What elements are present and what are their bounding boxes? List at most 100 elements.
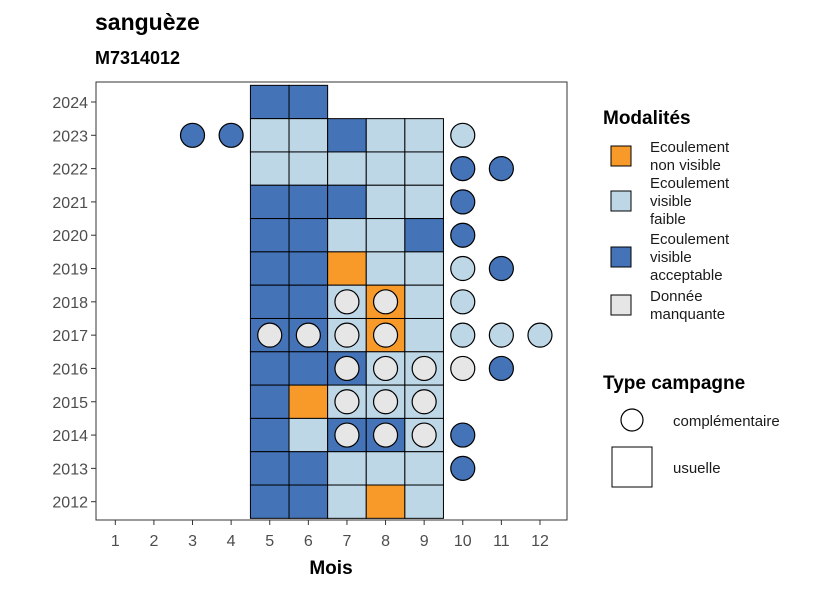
- legend-key-donnee_manquante: [610, 294, 632, 316]
- legend-title-modalites: Modalités: [603, 108, 691, 129]
- circle-2019-11: [488, 255, 514, 282]
- square-2017-9: [404, 317, 444, 353]
- circle-2014-9: [411, 422, 437, 448]
- square-2023-6: [288, 118, 329, 153]
- square-2012-8: [365, 484, 406, 519]
- y-tick-label: 2015: [52, 395, 88, 412]
- legend-label-ecoulement_visible_acceptable: visible: [650, 249, 692, 266]
- legend-key-square: [611, 446, 653, 488]
- circle-2016-8: [372, 355, 399, 382]
- x-tick-label: 2: [149, 533, 158, 550]
- legend-label-ecoulement_visible_faible: Ecoulement: [650, 175, 730, 192]
- square-2019-9: [404, 251, 444, 286]
- legend-label-ecoulement_visible_acceptable: acceptable: [650, 267, 723, 284]
- square-2020-9: [404, 218, 444, 253]
- square-2019-5: [249, 251, 290, 286]
- circle-2015-8: [372, 389, 399, 415]
- y-tick-label: 2020: [52, 228, 88, 245]
- circle-2014-8: [372, 422, 399, 448]
- circle-2014-10: [450, 422, 476, 448]
- legend-label-ecoulement_non_visible: non visible: [650, 157, 721, 174]
- circle-2015-7: [334, 389, 360, 415]
- circle-2013-10: [450, 455, 476, 481]
- y-tick-label: 2013: [52, 461, 88, 478]
- square-2013-8: [365, 451, 406, 486]
- square-2022-9: [404, 151, 444, 186]
- square-2021-5: [249, 184, 290, 220]
- circle-2016-11: [488, 355, 514, 382]
- circle-2017-6: [295, 322, 321, 348]
- x-tick-label: 7: [342, 533, 351, 550]
- legend-key-ecoulement_non_visible: [610, 145, 632, 167]
- x-tick-label: 10: [454, 533, 472, 550]
- square-2014-6: [288, 417, 329, 453]
- plot-border: [95, 81, 568, 521]
- x-tick-label: 11: [493, 533, 510, 550]
- square-2024-5: [249, 84, 290, 120]
- square-2018-6: [288, 284, 329, 319]
- circle-2018-10: [450, 289, 476, 315]
- circle-2016-9: [411, 355, 437, 382]
- circle-2018-8: [372, 289, 399, 315]
- square-2012-5: [249, 484, 290, 519]
- x-tick-label: 5: [265, 533, 274, 550]
- legend-label-ecoulement_non_visible: Ecoulement: [650, 139, 730, 156]
- y-tick-label: 2021: [52, 195, 88, 212]
- legend-label-complementaire: complémentaire: [673, 413, 780, 430]
- square-2012-9: [404, 484, 444, 519]
- circle-2022-10: [450, 156, 476, 182]
- square-2015-6: [288, 384, 329, 419]
- y-tick-label: 2019: [52, 262, 88, 279]
- circle-2023-3: [179, 122, 206, 148]
- x-axis-title: Mois: [309, 558, 352, 579]
- square-2013-7: [327, 451, 367, 486]
- square-2020-5: [249, 218, 290, 253]
- square-2022-8: [365, 151, 406, 186]
- x-tick-label: 8: [381, 533, 390, 550]
- legend-key-ecoulement_visible_faible: [610, 190, 632, 212]
- circle-2017-5: [257, 322, 283, 348]
- circle-2023-4: [218, 122, 244, 148]
- x-tick-label: 1: [111, 533, 120, 550]
- x-axis: 1 2 3 4 5 6 7 8 9 10 11 12: [111, 520, 549, 550]
- x-tick-label: 12: [531, 533, 549, 550]
- square-2021-6: [288, 184, 329, 220]
- square-2019-6: [288, 251, 329, 286]
- square-2012-6: [288, 484, 329, 519]
- circle-2015-9: [411, 389, 437, 415]
- square-2012-7: [327, 484, 367, 519]
- square-2015-5: [249, 384, 290, 419]
- circle-2017-10: [450, 322, 476, 348]
- square-2013-9: [404, 451, 444, 486]
- square-2014-5: [249, 417, 290, 453]
- legend-label-donnee_manquante: manquante: [650, 306, 725, 323]
- y-tick-label: 2018: [52, 295, 88, 312]
- legend-key-circle: [620, 408, 644, 432]
- square-2021-7: [327, 184, 367, 220]
- circle-2021-10: [450, 189, 476, 215]
- square-2018-5: [249, 284, 290, 319]
- square-2023-8: [365, 118, 406, 153]
- x-tick-label: 9: [420, 533, 429, 550]
- square-2024-6: [288, 84, 329, 120]
- legend-title-type-campagne: Type campagne: [603, 373, 745, 394]
- circle-2020-10: [450, 222, 476, 248]
- square-2020-7: [327, 218, 367, 253]
- x-tick-label: 6: [304, 533, 313, 550]
- y-tick-label: 2012: [52, 495, 88, 512]
- circle-2017-12: [527, 322, 553, 348]
- square-2023-9: [404, 118, 444, 153]
- square-2020-6: [288, 218, 329, 253]
- square-2022-5: [249, 151, 290, 186]
- x-tick-label: 3: [188, 533, 197, 550]
- x-tick-label: 4: [227, 533, 236, 550]
- square-2016-5: [249, 351, 290, 386]
- square-2022-6: [288, 151, 329, 186]
- square-2023-5: [249, 118, 290, 153]
- circle-2019-10: [450, 255, 476, 282]
- circle-2017-11: [488, 322, 514, 348]
- circle-2014-7: [334, 422, 360, 448]
- square-2021-9: [404, 184, 444, 220]
- legend-label-usuelle: usuelle: [673, 460, 721, 477]
